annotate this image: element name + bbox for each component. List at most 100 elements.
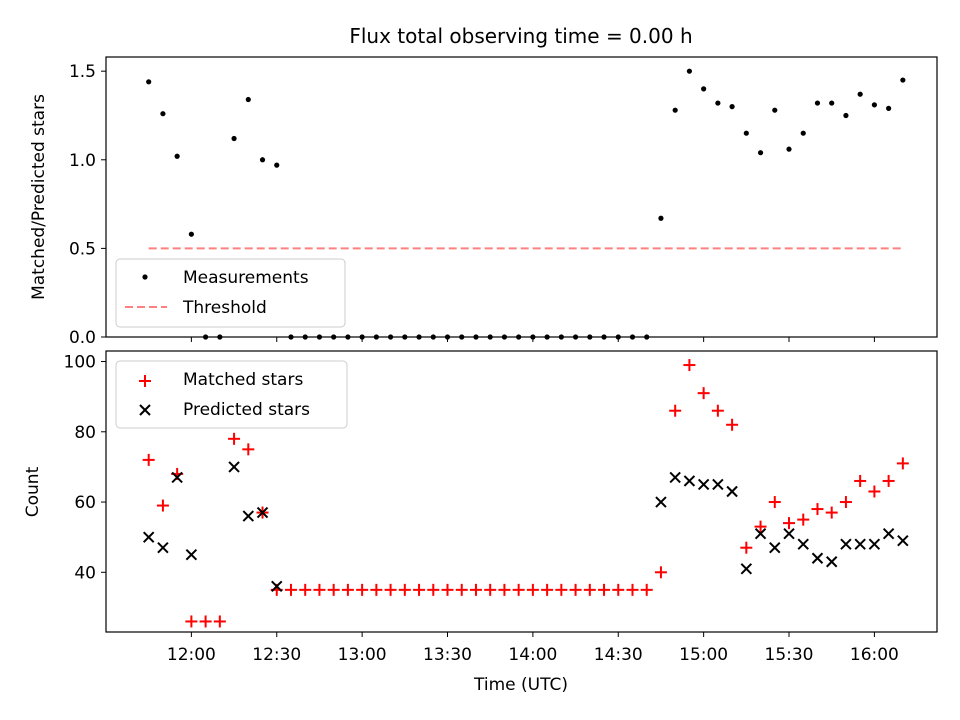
x-tick-label: 16:00 <box>850 645 899 665</box>
matched-point <box>398 583 411 596</box>
measurement-point <box>188 231 194 237</box>
bottom-y-tick-label: 40 <box>74 563 96 583</box>
measurement-point <box>245 96 251 103</box>
measurement-point <box>430 334 436 340</box>
matched-point <box>370 583 383 596</box>
matched-point <box>811 503 824 516</box>
measurement-point <box>387 334 394 340</box>
predicted-point <box>811 552 824 564</box>
x-tick-label: 15:30 <box>765 645 814 665</box>
measurement-point <box>572 334 579 340</box>
measurement-point <box>501 334 508 340</box>
predicted-point <box>185 549 198 561</box>
measurement-point <box>601 334 607 340</box>
bottom-legend: Matched stars Predicted stars <box>115 360 348 429</box>
measurement-point <box>345 334 351 340</box>
predicted-point <box>797 538 809 550</box>
matched-point <box>242 443 255 456</box>
measurement-point <box>473 334 479 340</box>
matched-point <box>469 583 482 596</box>
legend-measurements-label: Measurements <box>183 268 309 288</box>
x-tick-label: 13:30 <box>423 645 472 665</box>
matched-point <box>882 474 895 487</box>
matched-point <box>854 474 867 487</box>
measurement-point <box>743 130 749 136</box>
matched-point <box>612 583 625 596</box>
predicted-point <box>142 531 155 543</box>
bottom-legend-box <box>115 360 348 429</box>
bottom-x-axis: 12:00 12:30 13:00 13:30 14:00 14:30 15:00 15:30… <box>167 632 899 665</box>
measurement-point <box>274 162 280 168</box>
measurement-point <box>686 68 693 74</box>
predicted-point <box>769 541 781 554</box>
matched-point <box>526 583 539 596</box>
measurement-point <box>530 334 536 340</box>
top-y-axis: 0.0 0.5 1.0 1.5 <box>69 62 106 348</box>
measurement-point <box>544 334 550 340</box>
measurement-point <box>459 334 465 340</box>
matched-point <box>498 583 511 596</box>
predicted-point <box>783 527 795 540</box>
bottom-y-tick-label: 80 <box>74 423 96 443</box>
predicted-point <box>897 534 909 547</box>
bottom-plot-area <box>142 359 909 628</box>
top-y-tick-label: 1.0 <box>69 151 96 171</box>
predicted-point <box>271 580 283 593</box>
measurement-point <box>658 215 664 221</box>
measurement-point <box>359 334 365 340</box>
predicted-point <box>882 527 895 540</box>
chart-title: Flux total observing time = 0.00 h <box>349 24 692 48</box>
matched-point <box>313 583 326 596</box>
matched-point <box>569 583 582 596</box>
matched-point <box>626 583 639 596</box>
measurement-point <box>772 107 778 113</box>
measurement-point <box>259 157 266 163</box>
x-tick-label: 15:00 <box>679 645 728 665</box>
legend-predicted-marker <box>139 404 151 416</box>
measurement-point <box>715 100 721 106</box>
predicted-point <box>740 563 753 575</box>
matched-point <box>341 583 354 596</box>
predicted-point <box>157 541 169 554</box>
top-plot-area <box>146 68 906 340</box>
matched-point <box>541 583 554 596</box>
legend-predicted-label: Predicted stars <box>183 400 310 420</box>
bottom-plot-frame <box>105 350 938 633</box>
x-tick-label: 13:00 <box>338 645 387 665</box>
predicted-point <box>854 538 866 550</box>
x-tick-label: 12:00 <box>167 645 216 665</box>
matched-point <box>384 583 397 596</box>
measurement-point <box>843 112 849 119</box>
matched-point <box>199 615 212 628</box>
matched-point <box>797 513 810 526</box>
matched-point <box>156 499 169 512</box>
matched-point <box>640 583 653 596</box>
legend-threshold-label: Threshold <box>182 298 267 318</box>
predicted-point <box>825 556 838 568</box>
x-axis-label: Time (UTC) <box>473 675 568 695</box>
measurement-point <box>701 86 707 92</box>
predicted-point <box>726 485 738 498</box>
matched-point <box>768 496 781 509</box>
matched-point <box>654 566 667 579</box>
matched-point <box>754 520 767 533</box>
predicted-point <box>868 538 881 550</box>
top-y-tick-label: 1.5 <box>69 62 96 82</box>
measurement-point <box>886 105 892 111</box>
measurement-point <box>644 334 650 340</box>
matched-point <box>512 583 525 596</box>
matched-point <box>555 583 568 596</box>
measurement-point <box>146 79 152 85</box>
measurement-point <box>516 334 522 340</box>
x-tick-label: 14:00 <box>508 645 557 665</box>
matched-point <box>697 387 710 400</box>
matched-point <box>598 583 611 596</box>
bottom-y-tick-label: 60 <box>74 493 96 513</box>
matched-point <box>726 418 739 431</box>
top-legend-box <box>115 258 346 328</box>
predicted-point <box>683 475 696 487</box>
predicted-point <box>228 461 240 473</box>
matched-point <box>896 457 909 470</box>
measurement-point <box>160 111 166 117</box>
